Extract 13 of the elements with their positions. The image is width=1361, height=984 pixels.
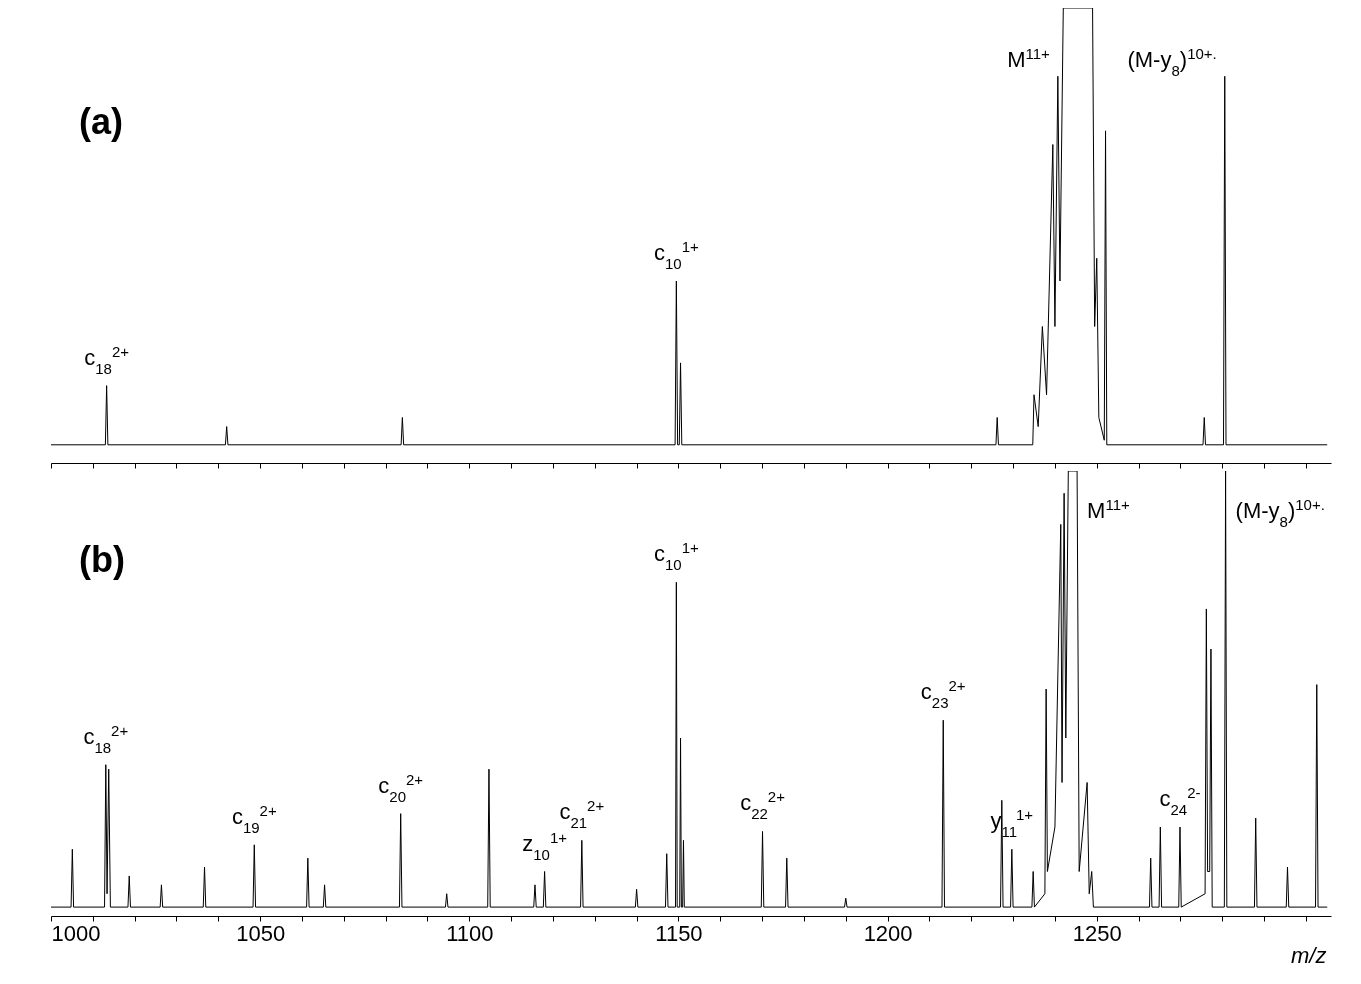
annotation: (M-y$_{8}$)$^{10+.}$: [1127, 44, 1217, 79]
x-tick-label: 1100: [446, 920, 494, 946]
annotation: M$^{11+}$: [1087, 495, 1130, 523]
x-tick-label: 1200: [863, 920, 913, 946]
x-tick-label: 1000: [51, 920, 101, 946]
annotation: (M-y$_{8}$)$^{10+.}$: [1235, 495, 1325, 530]
text: (a): [79, 101, 123, 142]
text: (b): [79, 539, 125, 580]
x-axis-title: m/z: [1291, 942, 1327, 968]
x-tick-label: 1250: [1072, 920, 1122, 946]
x-tick-label: 1150: [655, 920, 703, 946]
x-tick-label: 1050: [236, 920, 286, 946]
annotation: M$^{11+}$: [1007, 44, 1051, 73]
